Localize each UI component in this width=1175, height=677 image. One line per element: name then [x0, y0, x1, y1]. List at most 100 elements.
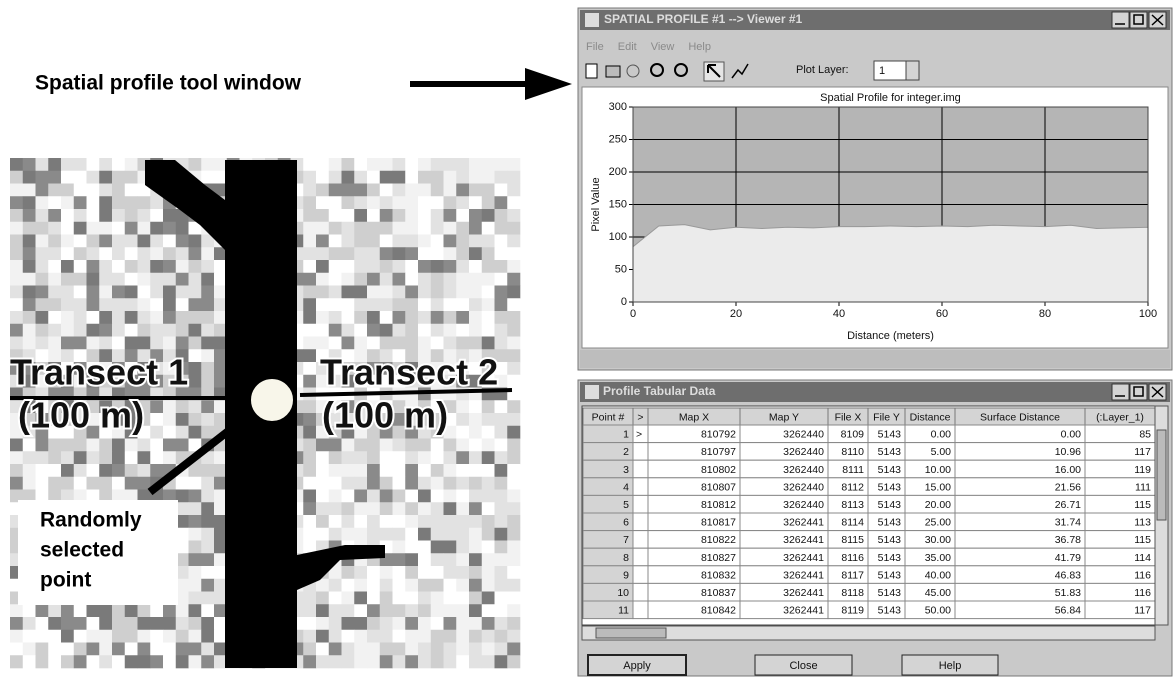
table-cell — [633, 478, 648, 496]
raster-cell — [393, 311, 406, 324]
raster-cell — [342, 464, 355, 477]
raster-cell — [367, 643, 380, 656]
raster-cell — [329, 311, 342, 324]
raster-cell — [150, 209, 163, 222]
raster-cell — [201, 413, 214, 426]
raster-cell — [380, 617, 393, 630]
raster-cell — [138, 324, 151, 337]
raster-cell — [48, 171, 61, 184]
cell-text: 3262441 — [783, 569, 824, 581]
raster-cell — [36, 196, 49, 209]
raster-cell — [418, 273, 431, 286]
raster-cell — [99, 604, 112, 617]
raster-cell — [393, 235, 406, 248]
raster-cell — [380, 324, 393, 337]
raster-cell — [342, 502, 355, 515]
raster-cell — [163, 400, 176, 413]
raster-cell — [507, 566, 520, 579]
raster-cell — [316, 273, 329, 286]
raster-cell — [189, 260, 202, 273]
transect-length: (100 m) — [322, 395, 448, 436]
raster-cell — [469, 400, 482, 413]
raster-cell — [112, 209, 125, 222]
y-tick-label: 250 — [609, 133, 627, 145]
raster-cell — [138, 477, 151, 490]
table-cell — [633, 583, 648, 601]
x-tick-label: 80 — [1039, 308, 1051, 320]
raster-cell — [74, 655, 87, 668]
raster-cell — [189, 630, 202, 643]
raster-cell — [456, 196, 469, 209]
raster-cell — [74, 311, 87, 324]
raster-cell — [405, 515, 418, 528]
cell-text: 56.84 — [1055, 605, 1081, 617]
menu-item[interactable]: File — [586, 41, 604, 53]
menu-item[interactable]: Edit — [618, 41, 637, 53]
raster-cell — [380, 222, 393, 235]
table-cell — [633, 601, 648, 619]
raster-cell — [380, 592, 393, 605]
raster-cell — [469, 413, 482, 426]
raster-cell — [125, 298, 138, 311]
raster-cell — [342, 247, 355, 260]
raster-cell — [176, 298, 189, 311]
minimize-button[interactable] — [1112, 12, 1129, 28]
scroll-thumb[interactable] — [1157, 430, 1166, 520]
window-icon — [585, 385, 599, 399]
raster-cell — [189, 298, 202, 311]
raster-cell — [431, 502, 444, 515]
raster-cell — [367, 502, 380, 515]
raster-cell — [380, 451, 393, 464]
raster-cell — [125, 655, 138, 668]
raster-cell — [99, 655, 112, 668]
raster-cell — [201, 247, 214, 260]
raster-cell — [138, 247, 151, 260]
raster-cell — [99, 337, 112, 350]
raster-cell — [405, 553, 418, 566]
plot-layer-spinner[interactable] — [906, 61, 919, 80]
raster-cell — [456, 502, 469, 515]
cell-text: 85 — [1139, 429, 1151, 441]
table-cell — [633, 460, 648, 478]
raster-cell — [99, 273, 112, 286]
raster-cell — [342, 617, 355, 630]
raster-cell — [367, 579, 380, 592]
scroll-thumb[interactable] — [596, 628, 666, 638]
raster-cell — [201, 260, 214, 273]
raster-cell — [431, 541, 444, 554]
raster-cell — [507, 247, 520, 260]
raster-cell — [456, 311, 469, 324]
raster-cell — [112, 158, 125, 171]
minimize-button[interactable] — [1112, 384, 1129, 400]
raster-cell — [354, 298, 367, 311]
y-axis-label: Pixel Value — [590, 177, 602, 231]
menu-item[interactable]: View — [651, 41, 675, 53]
raster-cell — [507, 413, 520, 426]
table-cell — [633, 443, 648, 461]
cell-text: 16.00 — [1055, 464, 1081, 476]
raster-cell — [469, 643, 482, 656]
raster-cell — [393, 464, 406, 477]
raster-cell — [150, 400, 163, 413]
menu-item[interactable]: Help — [688, 41, 711, 53]
raster-cell — [380, 464, 393, 477]
raster-cell — [150, 273, 163, 286]
raster-cell — [74, 171, 87, 184]
tool-new[interactable] — [586, 64, 597, 78]
raster-cell — [201, 553, 214, 566]
horizontal-scrollbar[interactable] — [582, 626, 1155, 640]
cell-text: 3262440 — [783, 446, 824, 458]
raster-cell — [176, 311, 189, 324]
raster-cell — [189, 464, 202, 477]
raster-cell — [87, 439, 100, 452]
raster-cell — [10, 286, 23, 299]
raster-cell — [10, 311, 23, 324]
raster-cell — [329, 235, 342, 248]
tool-print[interactable] — [606, 66, 620, 77]
raster-cell — [354, 337, 367, 350]
raster-cell — [354, 184, 367, 197]
raster-cell — [393, 617, 406, 630]
y-tick-label: 100 — [609, 231, 627, 243]
raster-cell — [482, 158, 495, 171]
raster-cell — [189, 375, 202, 388]
